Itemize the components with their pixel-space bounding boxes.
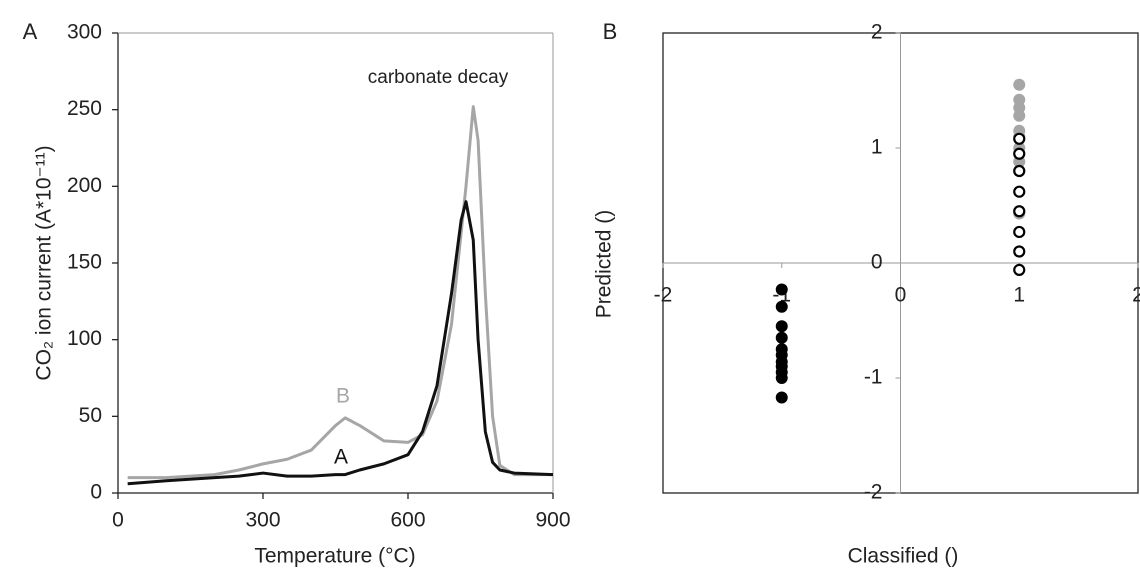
y-tick-label: -1 (864, 366, 883, 389)
point (775, 331, 788, 344)
point (1013, 147, 1026, 160)
point (1013, 245, 1026, 258)
x-tick-label: 1 (1013, 284, 1025, 307)
point (775, 300, 788, 313)
y-tick-label: 200 (67, 174, 102, 197)
point (775, 391, 788, 404)
point (1013, 109, 1026, 122)
y-tick-label: -2 (864, 481, 883, 504)
y-tick-label: 300 (67, 21, 102, 44)
y-tick-label: 50 (79, 404, 102, 427)
x-tick-label: -2 (654, 284, 673, 307)
x-axis-title: Classified () (848, 545, 959, 568)
y-tick-label: 100 (67, 327, 102, 350)
series-label: B (336, 385, 350, 408)
x-axis-title: Temperature (°C) (254, 545, 415, 568)
panel-label: B (603, 19, 618, 44)
x-tick-label: 900 (535, 509, 570, 532)
point (1013, 132, 1026, 145)
x-tick-label: 300 (245, 509, 280, 532)
panel-label: A (23, 19, 38, 44)
line-series (127, 105, 553, 480)
series-label: A (334, 446, 348, 469)
y-tick-label: 0 (90, 481, 102, 504)
annotation: carbonate decay (368, 67, 509, 88)
point (1013, 263, 1026, 276)
point (1013, 205, 1026, 218)
y-tick-label: 0 (871, 251, 883, 274)
y-axis-title: Predicted () (593, 210, 616, 319)
point (775, 283, 788, 296)
x-tick-label: 0 (895, 284, 907, 307)
y-tick-label: 250 (67, 97, 102, 120)
x-tick-label: 600 (390, 509, 425, 532)
point (1013, 185, 1026, 198)
y-tick-label: 2 (871, 21, 883, 44)
point (1013, 164, 1026, 178)
y-axis-title: CO₂ ion current (A*10⁻¹¹) (33, 145, 56, 380)
line-series (127, 200, 554, 486)
point (1013, 78, 1026, 91)
y-tick-label: 150 (67, 251, 102, 274)
point (1013, 225, 1026, 239)
x-tick-label: 0 (112, 509, 124, 532)
y-tick-label: 1 (871, 136, 883, 159)
x-tick-label: 2 (1132, 284, 1140, 307)
point (775, 320, 788, 333)
point (775, 372, 788, 384)
